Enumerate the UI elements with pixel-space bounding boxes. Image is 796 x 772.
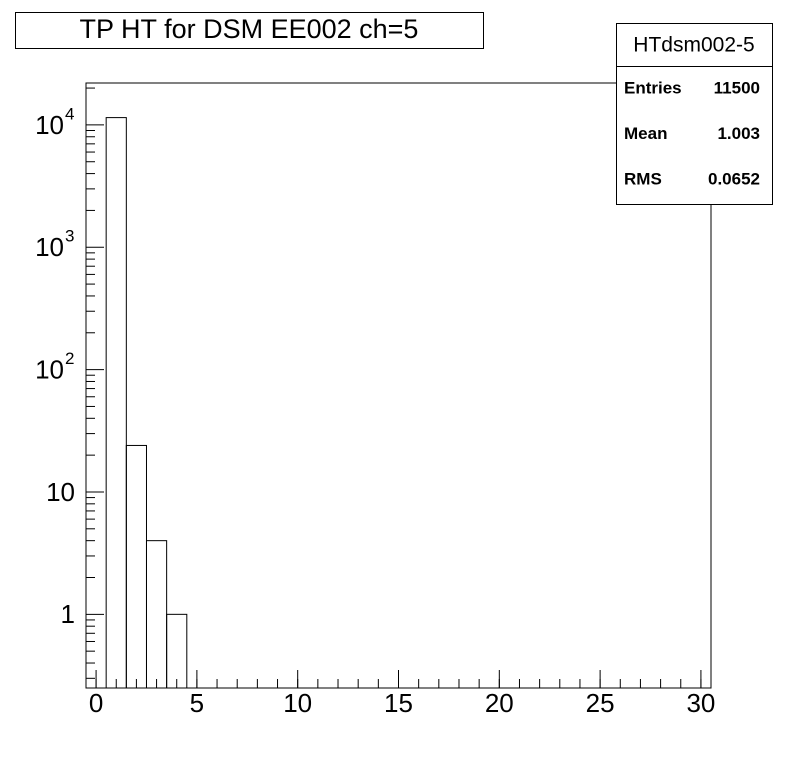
x-tick-label: 5	[190, 688, 204, 718]
stats-box	[616, 23, 773, 205]
bar	[166, 613, 188, 689]
stats-value: 0.0652	[708, 169, 760, 188]
y-tick-label: 10	[35, 110, 64, 140]
stats-label: RMS	[624, 169, 662, 188]
x-tick-label: 30	[686, 688, 715, 718]
x-tick-label: 20	[485, 688, 514, 718]
chart-title: TP HT for DSM EE002 ch=5	[80, 14, 419, 44]
x-tick-label: 10	[283, 688, 312, 718]
x-tick-label: 0	[89, 688, 103, 718]
title-box	[15, 12, 484, 49]
y-tick-label: 10	[46, 477, 75, 507]
x-tick-label: 25	[586, 688, 615, 718]
bar	[105, 117, 127, 689]
y-tick-exponent: 3	[65, 227, 74, 246]
stats-label: Mean	[624, 124, 667, 143]
y-tick-label: 10	[35, 354, 64, 384]
stats-title: HTdsm002-5	[633, 34, 754, 57]
stats-value: 11500	[714, 78, 760, 97]
y-tick-label: 1	[61, 599, 75, 629]
stats-value: 1.003	[717, 124, 760, 143]
y-tick-label: 10	[35, 232, 64, 262]
stats-label: Entries	[624, 78, 682, 97]
y-tick-exponent: 2	[65, 349, 74, 368]
y-tick-exponent: 4	[65, 104, 74, 123]
x-tick-label: 15	[384, 688, 413, 718]
